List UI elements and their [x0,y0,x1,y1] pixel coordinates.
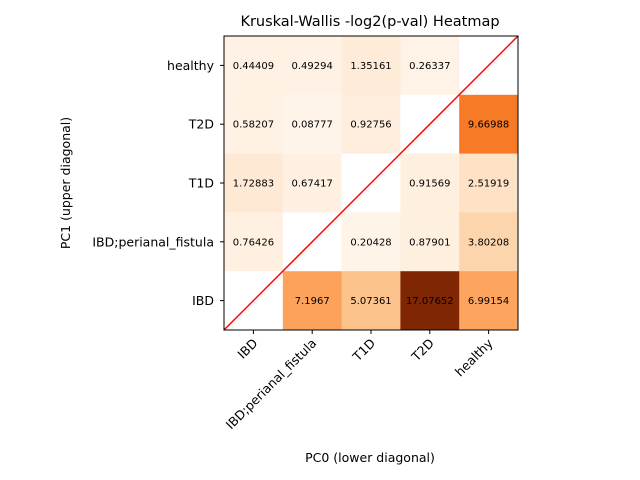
heatmap-cell [459,153,519,213]
x-axis-label: PC0 (lower diagonal) [305,450,435,465]
heatmap-cell [224,153,284,213]
heatmap-cell [224,212,284,272]
cell-value-label: 0.44409 [233,61,274,72]
cell-value-label: 5.07361 [350,296,391,307]
cell-value-label: 7.1967 [295,296,330,307]
cell-value-label: 2.51919 [468,179,509,190]
y-tick-label: T1D [188,176,214,191]
y-tick-label: healthy [167,58,215,73]
heatmap-cell [341,271,401,331]
y-axis-ticks: healthy T2D T1D IBD;perianal_fistula IBD [92,58,224,308]
heatmap-cell [282,153,343,213]
y-tick-label: IBD;perianal_fistula [92,234,214,249]
x-tick-label: T1D [349,336,378,365]
y-axis-label: PC1 (upper diagonal) [58,117,73,249]
x-tick-label: healthy [452,335,496,379]
cell-value-label: 6.99154 [468,296,509,307]
cell-value-label: 0.26337 [409,61,450,72]
heatmap-cell [282,36,343,96]
cell-value-label: 17.07652 [406,296,454,307]
heatmap-cell [400,153,460,213]
heatmap-cell [400,271,460,331]
heatmap-cells [224,36,519,331]
cell-value-label: 1.35161 [350,61,391,72]
diagonal-line [223,35,519,331]
cell-value-label: 0.58207 [233,120,274,131]
heatmap-cell [224,36,284,96]
heatmap-cell [341,36,401,96]
cell-value-label: 0.92756 [350,120,391,131]
y-tick-label: IBD [192,293,214,308]
cell-value-label: 1.72883 [233,179,274,190]
heatmap-cell [459,212,519,272]
x-tick-label: T2D [408,336,437,365]
y-tick-label: T2D [188,117,214,132]
cell-value-label: 3.80208 [468,237,509,248]
cell-value-label: 0.49294 [292,61,333,72]
heatmap-cell-labels: 0.44409 0.49294 1.35161 0.26337 0.58207 0.087… [233,61,510,307]
heatmap-cell [459,94,519,155]
chart-title: Kruskal-Wallis -log2(p-val) Heatmap [240,14,499,30]
cell-value-label: 0.67417 [292,179,333,190]
heatmap-cell [400,36,460,96]
heatmap-cell [400,212,460,272]
x-tick-label: IBD [234,336,260,362]
heatmap-cell [224,94,284,155]
heatmap-cell [341,212,401,272]
cell-value-label: 0.76426 [233,237,274,248]
cell-value-label: 0.91569 [409,179,450,190]
heatmap-cell [282,94,343,155]
cell-value-label: 9.66988 [468,120,509,131]
cell-value-label: 0.08777 [292,120,333,131]
cell-value-label: 0.20428 [350,237,391,248]
heatmap-cell [459,271,519,331]
heatmap-cell [341,94,401,155]
heatmap-cell [282,271,343,331]
cell-value-label: 0.87901 [409,237,450,248]
